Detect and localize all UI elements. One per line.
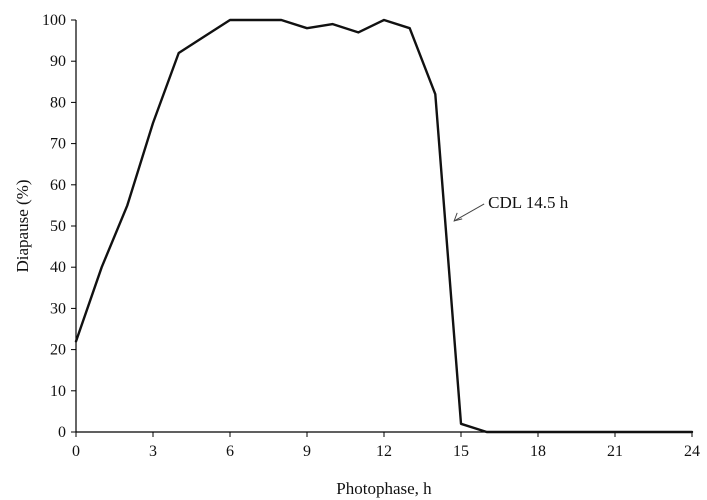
annotation-arrowhead xyxy=(453,212,463,222)
y-tick-label: 60 xyxy=(50,177,66,194)
series xyxy=(74,18,694,434)
x-tick-label: 12 xyxy=(376,443,392,460)
x-tick-label: 18 xyxy=(530,443,546,460)
x-tick-label: 21 xyxy=(607,443,623,460)
y-tick-label: 100 xyxy=(42,12,66,29)
y-tick-label: 80 xyxy=(50,94,66,111)
annotations: CDL 14.5 h xyxy=(453,193,569,222)
y-axis-title: Diapause (%) xyxy=(13,180,32,273)
series-line xyxy=(74,18,694,434)
x-tick-label: 0 xyxy=(72,443,80,460)
y-tick-label: 20 xyxy=(50,342,66,359)
annotation-arrow xyxy=(453,203,485,222)
y-tick-label: 40 xyxy=(50,259,66,276)
y-tick-label: 50 xyxy=(50,218,66,235)
x-tick-label: 9 xyxy=(303,443,311,460)
x-axis-title: Photophase, h xyxy=(336,479,432,498)
x-tick-label: 24 xyxy=(684,443,700,460)
y-tick-label: 0 xyxy=(58,424,66,441)
x-tick-label: 15 xyxy=(453,443,469,460)
y-tick-label: 90 xyxy=(50,53,66,70)
annotation-label: CDL 14.5 h xyxy=(488,193,569,212)
x-tick-label: 6 xyxy=(226,443,234,460)
y-tick-label: 70 xyxy=(50,136,66,153)
x-ticks: 0 3 6 9 12 15 18 21 24 xyxy=(72,432,700,460)
y-tick-label: 10 xyxy=(50,383,66,400)
y-tick-label: 30 xyxy=(50,300,66,317)
x-tick-label: 3 xyxy=(149,443,157,460)
y-ticks: 0 10 20 30 40 50 60 70 80 90 100 xyxy=(42,12,76,441)
